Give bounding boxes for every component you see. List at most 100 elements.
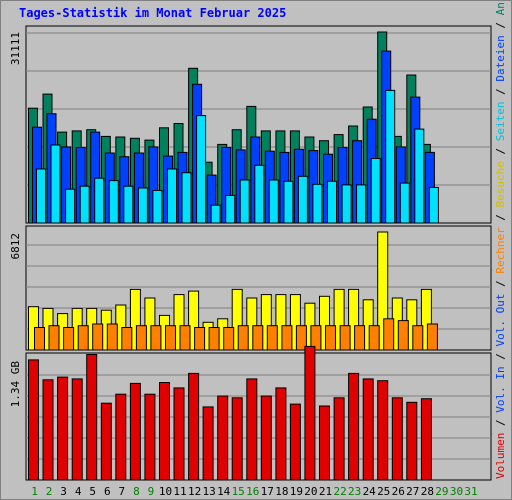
bar-seiten-day-8 <box>137 187 148 224</box>
x-tick-label-day-20: 20 <box>304 485 317 498</box>
bar-volumen-day-15 <box>231 397 243 481</box>
bar-volumen-day-23 <box>348 372 360 481</box>
legend-entry: Seiten <box>494 101 507 141</box>
bar-seiten-day-16 <box>254 164 265 224</box>
bar-seiten-day-19 <box>297 175 308 224</box>
bar-volumen-day-25 <box>377 380 389 481</box>
bar-rechner-day-8 <box>135 325 147 351</box>
x-tick-label-day-24: 24 <box>363 485 377 498</box>
bar-besuche-day-22 <box>333 288 345 351</box>
bar-besuche-day-9 <box>144 297 156 351</box>
bar-volumen-day-16 <box>246 378 258 481</box>
legend-entry: / <box>494 274 507 294</box>
bar-volumen-day-27 <box>406 401 418 481</box>
x-tick-label-day-11: 11 <box>173 485 186 498</box>
legend-entry: Vol. Out <box>494 294 507 347</box>
bar-rechner-day-10 <box>165 325 176 351</box>
x-tick-label-day-14: 14 <box>217 485 231 498</box>
bar-rechner-day-17 <box>266 325 278 351</box>
x-tick-label-day-25: 25 <box>377 485 390 498</box>
bar-rechner-day-16 <box>252 325 264 351</box>
x-tick-label-day-9: 9 <box>148 485 155 498</box>
bar-besuche-day-18 <box>275 294 287 351</box>
bar-volumen-day-24 <box>362 378 374 481</box>
bar-rechner-day-27 <box>412 325 424 351</box>
bar-volumen-day-28 <box>420 398 432 481</box>
x-tick-label-day-1: 1 <box>31 485 38 498</box>
bar-rechner-day-4 <box>77 325 89 351</box>
y-tick-label: 31111 <box>9 32 22 65</box>
bar-rechner-day-5 <box>92 323 104 351</box>
bar-rechner-day-6 <box>106 323 118 351</box>
bar-rechner-day-19 <box>295 325 307 351</box>
y-tick-label: 6812 <box>9 233 22 260</box>
bar-volumen-day-12 <box>188 372 200 481</box>
bar-rechner-day-24 <box>368 325 380 351</box>
x-tick-label-day-21: 21 <box>319 485 332 498</box>
x-tick-label-day-27: 27 <box>406 485 419 498</box>
bar-rechner-day-12 <box>194 327 206 351</box>
legend-entry: / <box>494 82 507 102</box>
bar-besuche-day-16 <box>246 297 258 351</box>
bar-besuche-day-21 <box>319 295 330 351</box>
bar-besuche-day-23 <box>348 288 360 351</box>
bar-volumen-day-13 <box>202 406 214 481</box>
bar-rechner-day-1 <box>34 327 45 351</box>
bar-volumen-day-2 <box>42 379 54 481</box>
bar-volumen-day-6 <box>100 402 112 481</box>
x-tick-label-day-23: 23 <box>348 485 361 498</box>
legend-entry: / <box>494 207 507 227</box>
legend-entry: / <box>494 347 507 367</box>
x-tick-label-day-3: 3 <box>60 485 67 498</box>
bar-seiten-day-9 <box>152 190 163 224</box>
x-tick-label-day-31: 31 <box>464 485 477 498</box>
x-tick-label-day-6: 6 <box>104 485 111 498</box>
x-tick-label-day-26: 26 <box>392 485 405 498</box>
bar-seiten-day-24 <box>370 158 381 224</box>
bar-seiten-day-13 <box>210 204 221 224</box>
bar-seiten-day-7 <box>123 185 134 224</box>
bar-rechner-day-28 <box>426 323 438 351</box>
bar-seiten-day-6 <box>108 180 119 224</box>
bar-seiten-day-2 <box>50 144 61 224</box>
x-tick-label-day-18: 18 <box>275 485 288 498</box>
x-tick-label-day-29: 29 <box>435 485 448 498</box>
bar-volumen-day-19 <box>289 403 301 481</box>
bar-volumen-day-7 <box>115 393 127 481</box>
bar-rechner-day-18 <box>281 325 293 351</box>
bar-besuche-day-8 <box>129 288 141 351</box>
x-tick-label-day-12: 12 <box>188 485 201 498</box>
bar-rechner-day-3 <box>63 327 75 351</box>
bar-rechner-day-11 <box>179 325 191 351</box>
bar-seiten-day-1 <box>36 168 46 224</box>
bar-besuche-day-15 <box>231 288 243 351</box>
bar-rechner-day-2 <box>48 325 60 351</box>
bar-volumen-day-11 <box>173 387 185 481</box>
bar-seiten-day-28 <box>428 186 439 224</box>
bar-volumen-day-10 <box>159 382 170 481</box>
bar-volumen-day-21 <box>319 405 330 481</box>
chart-title: Tages-Statistik im Monat Februar 2025 <box>19 6 287 20</box>
bar-volumen-day-14 <box>217 395 229 481</box>
bar-seiten-day-4 <box>79 185 90 224</box>
bar-volumen-day-20 <box>304 345 316 481</box>
bar-besuche-day-19 <box>289 294 301 351</box>
x-tick-label-day-13: 13 <box>202 485 215 498</box>
bar-rechner-day-15 <box>237 325 249 351</box>
bar-seiten-day-23 <box>356 184 367 224</box>
legend-entry: Volumen <box>494 433 507 479</box>
bar-volumen-day-1 <box>28 359 39 481</box>
bar-volumen-day-8 <box>129 382 141 481</box>
bar-volumen-day-5 <box>86 354 98 481</box>
legend-entry: / <box>494 15 507 35</box>
bar-besuche-day-24 <box>362 299 374 351</box>
bar-seiten-day-25 <box>385 89 396 224</box>
legend-entry: Anfragen <box>494 1 507 15</box>
bar-seiten-day-26 <box>399 182 410 224</box>
bar-seiten-day-27 <box>414 128 425 224</box>
x-tick-label-day-4: 4 <box>75 485 82 498</box>
bar-seiten-day-12 <box>196 115 207 224</box>
x-tick-label-day-8: 8 <box>133 485 140 498</box>
x-tick-label-day-2: 2 <box>46 485 53 498</box>
